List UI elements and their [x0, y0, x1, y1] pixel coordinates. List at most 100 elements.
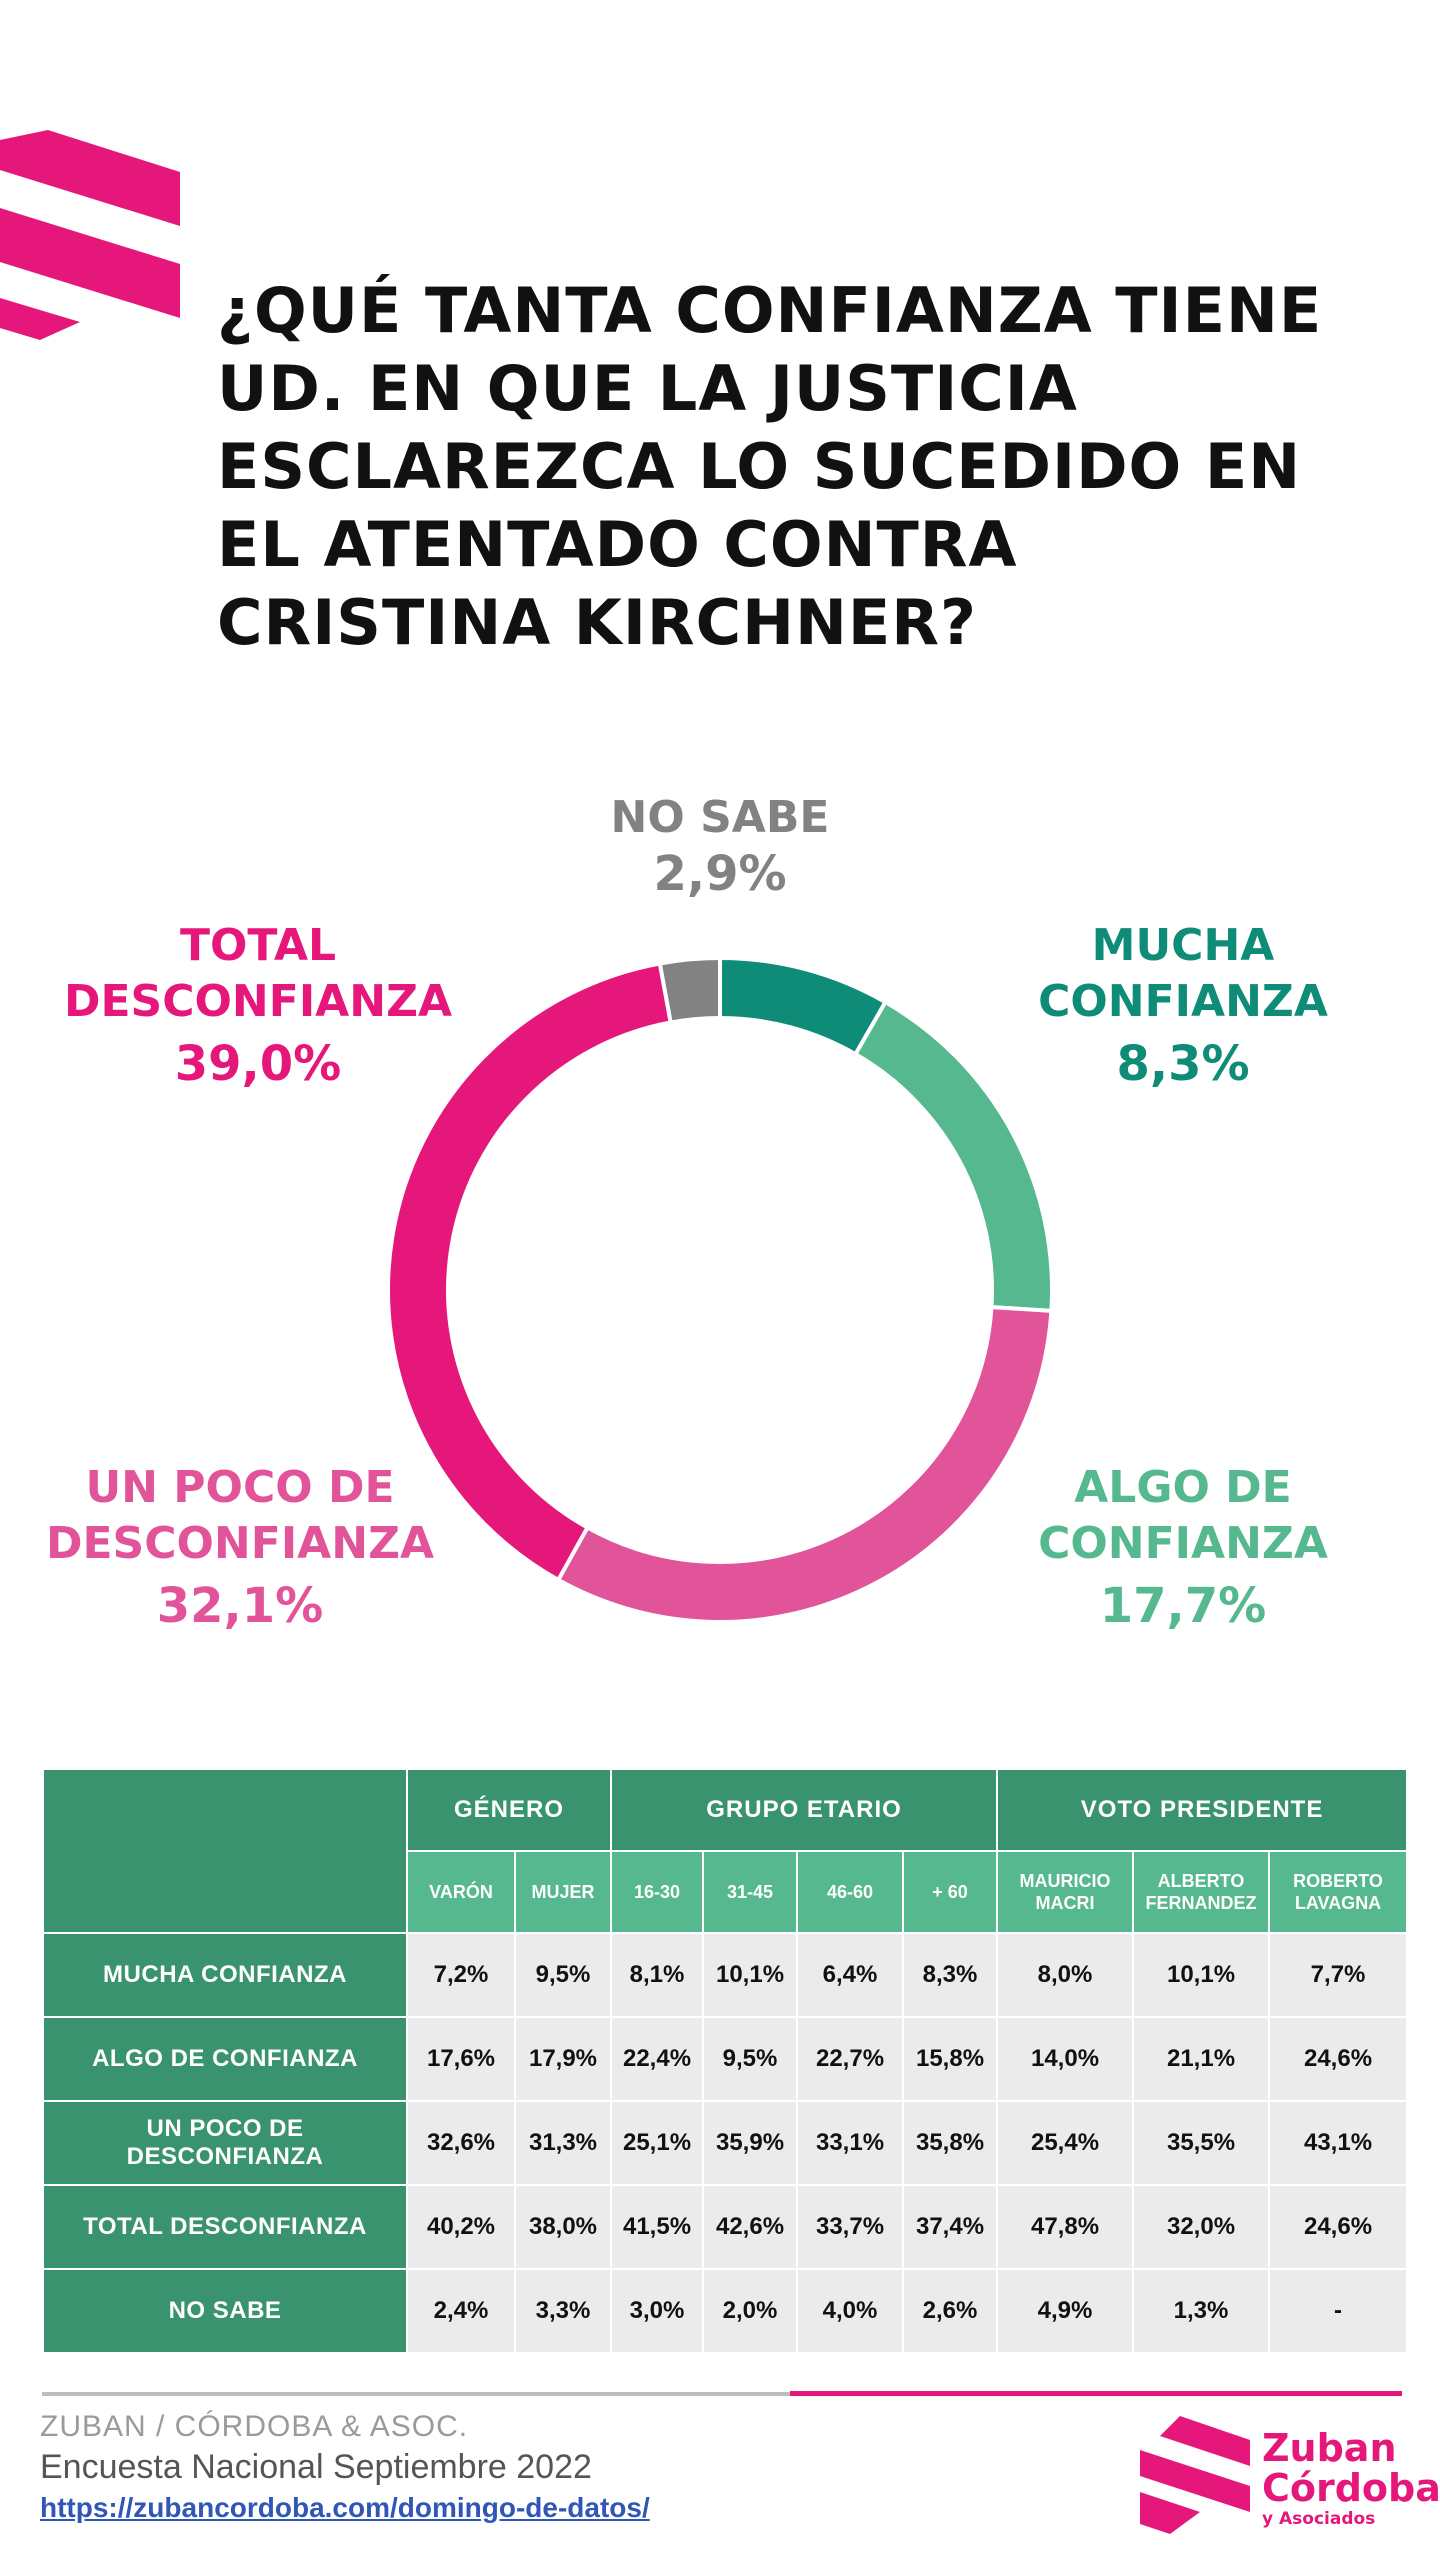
slice-name: TOTAL DESCONFIANZA — [63, 920, 453, 1027]
table-cell: 3,3% — [513, 2268, 613, 2354]
column-header: MAURICIO MACRI — [996, 1850, 1135, 1934]
donut-slice-3 — [386, 961, 674, 1583]
column-header: + 60 — [902, 1850, 999, 1934]
footer-survey: Encuesta Nacional Septiembre 2022 — [40, 2448, 592, 2486]
brand-stripes-decoration — [0, 130, 180, 340]
table-cell: 47,8% — [996, 2184, 1135, 2270]
table-cell: 24,6% — [1268, 2184, 1409, 2270]
page-title: ¿QUÉ TANTA CONFIANZA TIENE UD. EN QUE LA… — [217, 274, 1323, 659]
slice-value: 32,1% — [156, 1578, 324, 1634]
table-cell: 7,7% — [1268, 1932, 1409, 2018]
logo-line-1: Zuban — [1262, 2426, 1397, 2470]
logo-line-3: y Asociados — [1262, 2509, 1376, 2529]
table-row: MUCHA CONFIANZA 7,2% 9,5% 8,1% 10,1% 6,4% 8,3%… — [42, 1932, 1409, 2018]
slice-label-no-sabe: NO SABE 2,9% — [500, 790, 940, 902]
slice-label-total-desconfianza: TOTAL DESCONFIANZA 39,0% — [38, 918, 478, 1092]
column-header: 31-45 — [702, 1850, 799, 1934]
table-row: NO SABE 2,4% 3,3% 3,0% 2,0% 4,0% 2,6% 4,9% 1,3% - — [42, 2268, 1409, 2354]
footer-link[interactable]: https://zubancordoba.com/domingo-de-dato… — [40, 2492, 650, 2523]
table-cell: 3,0% — [610, 2268, 705, 2354]
row-label: UN POCO DE DESCONFIANZA — [42, 2100, 408, 2186]
slice-label-algo-confianza: ALGO DE CONFIANZA 17,7% — [963, 1460, 1403, 1634]
group-header-grupo-etario: GRUPO ETARIO — [610, 1768, 999, 1852]
donut-slice-2 — [555, 1304, 1054, 1624]
column-header: 16-30 — [610, 1850, 705, 1934]
logo-stripes-icon — [1140, 2416, 1250, 2534]
table-cell: 25,4% — [996, 2100, 1135, 2186]
column-header: ROBERTO LAVAGNA — [1268, 1850, 1409, 1934]
footer-divider — [42, 2392, 1402, 2396]
table-cell: 33,7% — [796, 2184, 905, 2270]
table-cell: 22,7% — [796, 2016, 905, 2102]
table-cell: 35,9% — [702, 2100, 799, 2186]
table-cell: 17,6% — [406, 2016, 516, 2102]
group-header-voto-presidente: VOTO PRESIDENTE — [996, 1768, 1409, 1852]
row-label: TOTAL DESCONFIANZA — [42, 2184, 408, 2270]
donut-slice-0 — [718, 955, 889, 1057]
slice-value: 8,3% — [1116, 1036, 1250, 1092]
table-cell: 4,0% — [796, 2268, 905, 2354]
table-cell: 4,9% — [996, 2268, 1135, 2354]
table-cell: 8,3% — [902, 1932, 999, 2018]
table-cell: 6,4% — [796, 1932, 905, 2018]
footer-org: ZUBAN / CÓRDOBA & ASOC. — [40, 2410, 469, 2443]
table-cell: 17,9% — [513, 2016, 613, 2102]
table-cell: 7,2% — [406, 1932, 516, 2018]
table-cell: 10,1% — [702, 1932, 799, 2018]
logo-line-2: Córdoba — [1262, 2466, 1440, 2510]
donut-chart — [386, 955, 1054, 1624]
column-header: ALBERTO FERNANDEZ — [1132, 1850, 1271, 1934]
donut-slice-4 — [657, 955, 722, 1025]
table-cell: 14,0% — [996, 2016, 1135, 2102]
slice-name: UN POCO DE DESCONFIANZA — [45, 1462, 435, 1569]
table-cell: 41,5% — [610, 2184, 705, 2270]
row-label: MUCHA CONFIANZA — [42, 1932, 408, 2018]
group-header-genero: GÉNERO — [405, 1768, 613, 1852]
column-header: MUJER — [513, 1850, 613, 1934]
slice-value: 39,0% — [174, 1036, 342, 1092]
table-cell: 33,1% — [796, 2100, 905, 2186]
slice-label-un-poco-desconfianza: UN POCO DE DESCONFIANZA 32,1% — [20, 1460, 460, 1634]
table-row: TOTAL DESCONFIANZA 40,2% 38,0% 41,5% 42,6% 33… — [42, 2184, 1409, 2270]
table-cell: 25,1% — [610, 2100, 705, 2186]
table-cell: 42,6% — [702, 2184, 799, 2270]
table-cell: 2,4% — [406, 2268, 516, 2354]
table-cell: 35,8% — [902, 2100, 999, 2186]
table-cell: 9,5% — [513, 1932, 613, 2018]
table-cell: 35,5% — [1132, 2100, 1271, 2186]
table-cell: 43,1% — [1268, 2100, 1409, 2186]
column-header: 46-60 — [796, 1850, 905, 1934]
corner-cell — [42, 1768, 408, 1934]
brand-logo: Zuban Córdoba y Asociados — [1262, 2428, 1440, 2530]
slice-label-mucha-confianza: MUCHA CONFIANZA 8,3% — [963, 918, 1403, 1092]
table-cell: 38,0% — [513, 2184, 613, 2270]
slice-value: 17,7% — [1099, 1578, 1267, 1634]
table-cell: 2,0% — [702, 2268, 799, 2354]
table-cell: 10,1% — [1132, 1932, 1271, 2018]
table-cell: 15,8% — [902, 2016, 999, 2102]
table-cell: 9,5% — [702, 2016, 799, 2102]
slice-value: 2,9% — [653, 846, 787, 902]
column-header: VARÓN — [406, 1850, 516, 1934]
table-cell: 22,4% — [610, 2016, 705, 2102]
table-cell: - — [1268, 2268, 1409, 2354]
table-cell: 2,6% — [902, 2268, 999, 2354]
row-label: NO SABE — [42, 2268, 408, 2354]
footer-divider-accent — [790, 2391, 1402, 2396]
table-cell: 24,6% — [1268, 2016, 1409, 2102]
table-cell: 32,0% — [1132, 2184, 1271, 2270]
table-cell: 8,1% — [610, 1932, 705, 2018]
table-row: ALGO DE CONFIANZA 17,6% 17,9% 22,4% 9,5% 22,7… — [42, 2016, 1409, 2102]
slice-name: MUCHA CONFIANZA — [1038, 920, 1328, 1027]
table-cell: 21,1% — [1132, 2016, 1271, 2102]
table-row: UN POCO DE DESCONFIANZA 32,6% 31,3% 25,1% 35… — [42, 2100, 1409, 2186]
table-cell: 31,3% — [513, 2100, 613, 2186]
table-cell: 32,6% — [406, 2100, 516, 2186]
slice-name: ALGO DE CONFIANZA — [1038, 1462, 1328, 1569]
slice-name: NO SABE — [610, 792, 830, 843]
row-label: ALGO DE CONFIANZA — [42, 2016, 408, 2102]
table-cell: 8,0% — [996, 1932, 1135, 2018]
table-cell: 37,4% — [902, 2184, 999, 2270]
crosstab-table: GÉNERO GRUPO ETARIO VOTO PRESIDENTE VARÓ… — [42, 1768, 1409, 2354]
table-cell: 1,3% — [1132, 2268, 1271, 2354]
